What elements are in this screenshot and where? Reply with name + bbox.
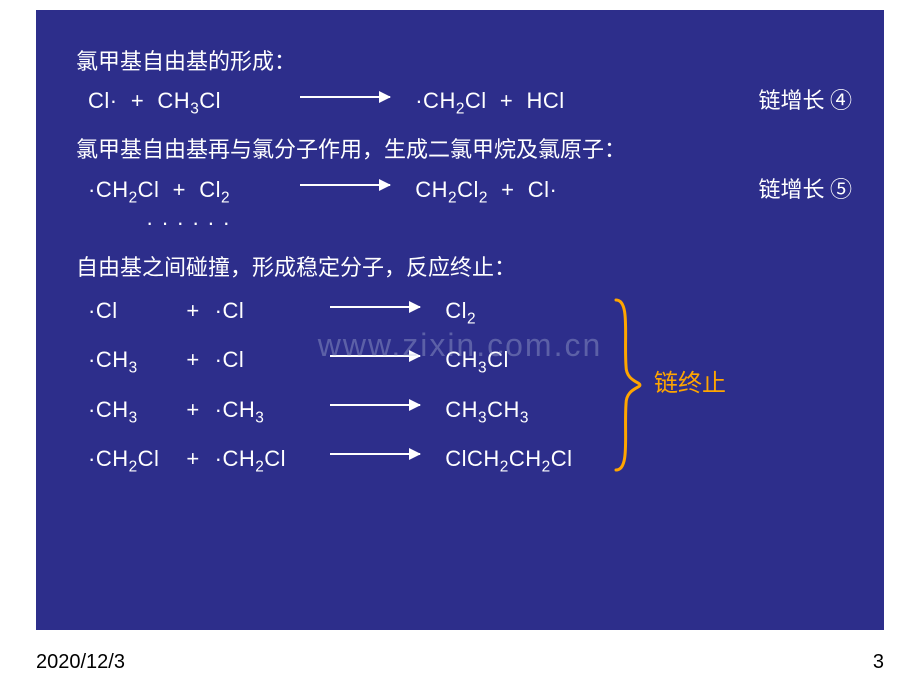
line-termination-title: 自由基之间碰撞，形成稳定分子，反应终止： (76, 250, 852, 285)
ellipsis: ······ (76, 205, 852, 240)
footer: 2020/12/3 3 (36, 651, 884, 674)
termination-label: 链终止 (646, 291, 726, 478)
term-rx-2: ·CH3 + ·Cl CH3Cl (76, 342, 602, 377)
brace-icon (602, 291, 646, 478)
slide: 氯甲基自由基的形成： Cl· + CH3Cl ·CH2Cl + HCl 链增长 … (36, 10, 884, 630)
arrow-icon (300, 184, 390, 186)
termination-block: ·Cl + ·Cl Cl2 ·CH3 + ·Cl CH3Cl ·CH3 + (76, 291, 852, 478)
reaction-4: Cl· + CH3Cl ·CH2Cl + HCl 链增长 ④ (76, 83, 852, 118)
termination-reactions: ·Cl + ·Cl Cl2 ·CH3 + ·Cl CH3Cl ·CH3 + (76, 291, 602, 478)
term-rx-4: ·CH2Cl + ·CH2Cl ClCH2CH2Cl (76, 441, 602, 476)
reaction-5: ·CH2Cl + Cl2 CH2Cl2 + Cl· 链增长 ⑤ (76, 172, 852, 207)
page: 氯甲基自由基的形成： Cl· + CH3Cl ·CH2Cl + HCl 链增长 … (0, 0, 920, 690)
arrow-icon (330, 404, 420, 406)
rx4-label: 链增长 ④ (718, 83, 852, 118)
rx5-label: 链增长 ⑤ (718, 172, 852, 207)
arrow-icon (330, 306, 420, 308)
arrow-icon (300, 96, 390, 98)
arrow-icon (330, 453, 420, 455)
footer-date: 2020/12/3 (36, 651, 125, 674)
line-formation-title: 氯甲基自由基的形成： (76, 44, 852, 79)
rx5-rhs: CH2Cl2 + Cl· (402, 172, 557, 207)
line-second-step: 氯甲基自由基再与氯分子作用，生成二氯甲烷及氯原子： (76, 132, 852, 167)
term-rx-3: ·CH3 + ·CH3 CH3CH3 (76, 392, 602, 427)
rx4-lhs: Cl· + CH3Cl (88, 83, 288, 118)
rx4-rhs: ·CH2Cl + HCl (402, 83, 565, 118)
term-rx-1: ·Cl + ·Cl Cl2 (76, 293, 602, 328)
arrow-icon (330, 355, 420, 357)
rx5-lhs: ·CH2Cl + Cl2 (88, 172, 288, 207)
footer-page: 3 (873, 651, 884, 674)
